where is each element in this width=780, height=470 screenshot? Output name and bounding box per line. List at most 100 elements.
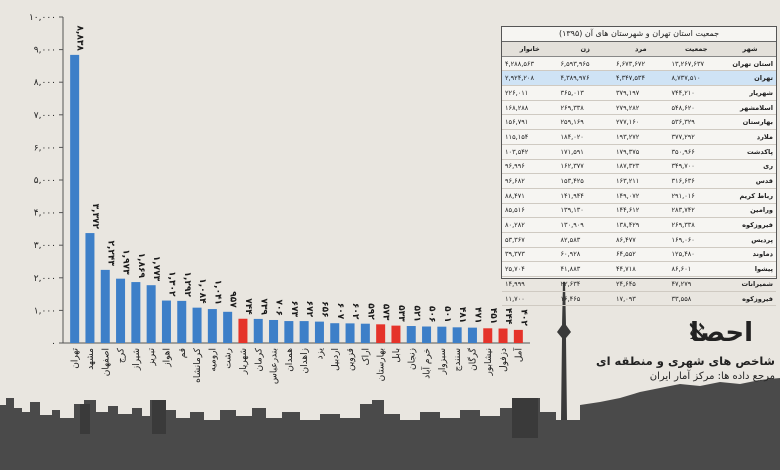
table-header-row: شهر جمعیت مرد زن خانوار xyxy=(502,42,776,57)
bar-value-label: ۱,۹۷۳ xyxy=(121,249,131,275)
category-label: خرم آباد xyxy=(421,348,433,379)
table-cell: ۱۷۱,۵۹۱ xyxy=(557,144,613,160)
table-cell-city: شهریار xyxy=(724,85,776,101)
bar-value-label: ۱,۲۹۲ xyxy=(182,271,192,297)
table-cell: ۳۶۵,۰۱۳ xyxy=(557,85,613,101)
bar-value-label: ۵۳۳ xyxy=(396,305,406,322)
table-row: پیشوا ۸۶,۶۰۱ ۴۴,۷۱۸ ۴۱,۸۸۳ ۲۵,۷۰۴ xyxy=(502,261,776,277)
table-cell: ۱۵۶,۷۹۱ xyxy=(502,114,558,131)
table-cell: ۱۶۸,۲۸۸ xyxy=(502,100,558,116)
category-label: کرمان xyxy=(254,347,264,371)
table-cell: ۱۴۱,۹۴۴ xyxy=(557,188,613,204)
bar xyxy=(467,327,477,343)
y-tick-label: ۱۰,۰۰۰ xyxy=(29,13,56,23)
table-cell-city: ری xyxy=(724,159,776,175)
bar xyxy=(146,285,156,343)
table-cell: ۸۶,۶۰۱ xyxy=(668,261,724,277)
category-label: شیراز xyxy=(132,348,142,371)
table-cell: ۴۷,۲۷۹ xyxy=(668,276,724,292)
table-cell: ۳۳,۵۵۸ xyxy=(668,291,724,307)
bar xyxy=(422,326,432,343)
y-axis: ۰ ۱,۰۰۰ ۲,۰۰۰ ۳,۰۰۰ ۴,۰۰۰ ۵,۰۰۰ ۶,۰۰۰ ۷,۰۰۰ ۸,۰۰… xyxy=(29,13,530,349)
brand-block: احصا ℵ شاخص های شهری و منطقه ای مرجع داد… xyxy=(580,318,775,382)
table-cell: ۸۲,۵۸۳ xyxy=(557,232,613,248)
bar-value-label: ۷۰۶ xyxy=(274,300,284,316)
table-cell: ۱۳۹,۱۳۰ xyxy=(557,203,613,219)
table-row: دماوند ۱۲۵,۴۸۰ ۶۴,۵۵۲ ۶۰,۹۲۸ ۳۹,۳۷۳ xyxy=(502,247,776,263)
bar xyxy=(406,326,416,343)
table-cell: ۴۱,۸۸۳ xyxy=(557,261,613,277)
bar xyxy=(513,329,523,343)
table-header-cell: خانوار xyxy=(502,42,558,57)
table-cell: ۸۰,۲۸۲ xyxy=(502,217,558,233)
table-cell-city: تهران xyxy=(724,70,776,87)
table-cell: ۶,۶۷۳,۶۷۲ xyxy=(613,56,669,72)
table-cell: ۱۱۵,۱۵۴ xyxy=(502,129,558,145)
table-row: ورامین ۲۸۳,۷۴۲ ۱۴۴,۶۱۲ ۱۳۹,۱۳۰ ۸۵,۵۱۶ xyxy=(502,203,776,219)
table-cell: ۱۹۳,۲۷۲ xyxy=(613,129,669,145)
bar-value-label: ۵۷۳ xyxy=(381,304,391,321)
table-row: شمیرانات ۴۷,۲۷۹ ۲۴,۶۴۵ ۲۲,۶۳۴ ۱۴,۹۹۹ xyxy=(502,276,776,292)
table-cell: ۲۵,۷۰۴ xyxy=(502,261,558,277)
bar-value-label: ۴۸۱ xyxy=(457,307,467,323)
bar xyxy=(161,300,171,343)
bar xyxy=(253,318,263,343)
table-row: استان تهران ۱۳,۲۶۷,۶۳۷ ۶,۶۷۳,۶۷۲ ۶,۵۹۳,۹۶۵ ۴… xyxy=(502,56,776,72)
table-cell: ۳۵۰,۹۶۶ xyxy=(668,144,724,160)
y-tick-label: ۵,۰۰۰ xyxy=(34,176,56,186)
bar xyxy=(269,319,279,343)
bar xyxy=(116,278,126,343)
bar-value-label: ۶۰۷ xyxy=(335,303,345,320)
table-cell: ۱۰۳,۵۴۲ xyxy=(502,144,558,160)
bar-value-label: ۱,۰۸۴ xyxy=(197,278,207,304)
bar-value-label: ۴۰۲ xyxy=(518,309,528,326)
bar xyxy=(223,311,233,343)
table-cell: ۶۴,۵۵۲ xyxy=(613,247,669,263)
bar-value-label: ۵۲۱ xyxy=(411,306,421,322)
table-header-cell: مرد xyxy=(613,42,669,57)
bar-value-label: ۱,۸۶۹ xyxy=(136,253,146,279)
table-row: پردیس ۱۶۹,۰۶۰ ۸۶,۴۷۷ ۸۲,۵۸۳ ۵۳,۳۶۷ xyxy=(502,232,776,248)
table-cell: ۱۷,۰۹۳ xyxy=(613,291,669,307)
bar-value-label: ۷۳۹ xyxy=(258,298,268,315)
bar xyxy=(498,328,508,343)
table-row: تهران ۸,۷۳۷,۵۱۰ ۴,۳۴۷,۵۳۴ ۴,۳۸۹,۹۷۶ ۲,۹۲۴,۲۰… xyxy=(502,70,776,87)
table-cell: ۱۶۹,۰۶۰ xyxy=(668,232,724,248)
bar xyxy=(100,269,110,343)
table-cell-city: شمیرانات xyxy=(724,276,776,292)
table-cell: ۵۳۶,۳۲۹ xyxy=(668,114,724,131)
bar xyxy=(131,282,141,343)
y-tick-label: ۹,۰۰۰ xyxy=(34,46,56,56)
table-cell: ۳۹,۳۷۳ xyxy=(502,247,558,263)
category-label: زنجان xyxy=(407,348,417,370)
bar-value-label: ۸,۸۳۸ xyxy=(75,25,85,51)
table-row: ملارد ۳۷۷,۲۹۲ ۱۹۳,۲۷۲ ۱۸۴,۰۲۰ ۱۱۵,۱۵۴ xyxy=(502,129,776,145)
table-cell: ۱۳۸,۴۲۹ xyxy=(613,217,669,233)
bar xyxy=(452,327,462,343)
category-label: بندرعباس xyxy=(270,348,280,384)
bar xyxy=(85,233,95,343)
y-tick-label: ۴,۰۰۰ xyxy=(34,209,56,219)
table-cell: ۱۶۲,۳۷۷ xyxy=(557,159,613,175)
table-cell: ۲۸۳,۷۴۲ xyxy=(668,203,724,219)
bar xyxy=(177,300,187,343)
table-grid: شهر جمعیت مرد زن خانوار استان تهران ۱۳,۲۶۷,۶۳… xyxy=(502,42,776,307)
table-cell-city: پاکدشت xyxy=(724,144,776,160)
table-cell-city: بهارستان xyxy=(724,114,776,131)
bar-value-label: ۷۴۴ xyxy=(243,298,253,315)
table-cell: ۲۶۹,۳۳۸ xyxy=(668,217,724,233)
table-cell: ۲۷۹,۲۸۲ xyxy=(613,100,669,116)
y-tick-label: ۸,۰۰۰ xyxy=(34,78,56,88)
y-tick-label: ۷,۰۰۰ xyxy=(34,111,56,121)
category-label: تبریز xyxy=(147,348,157,367)
table-cell: ۳۱۶,۶۳۶ xyxy=(668,173,724,189)
bar xyxy=(483,328,493,343)
table-cell-city: رباط کریم xyxy=(724,188,776,204)
category-label: ارومیه xyxy=(208,348,218,372)
table-cell-city: پیشوا xyxy=(724,261,776,277)
bar xyxy=(437,326,447,343)
bar-value-label: ۶۷۳ xyxy=(289,301,299,318)
table-row: شهریار ۷۴۴,۲۱۰ ۳۷۹,۱۹۷ ۳۶۵,۰۱۳ ۲۲۶,۰۱۱ xyxy=(502,85,776,101)
bar xyxy=(360,323,370,343)
category-label: بابل xyxy=(392,348,402,363)
